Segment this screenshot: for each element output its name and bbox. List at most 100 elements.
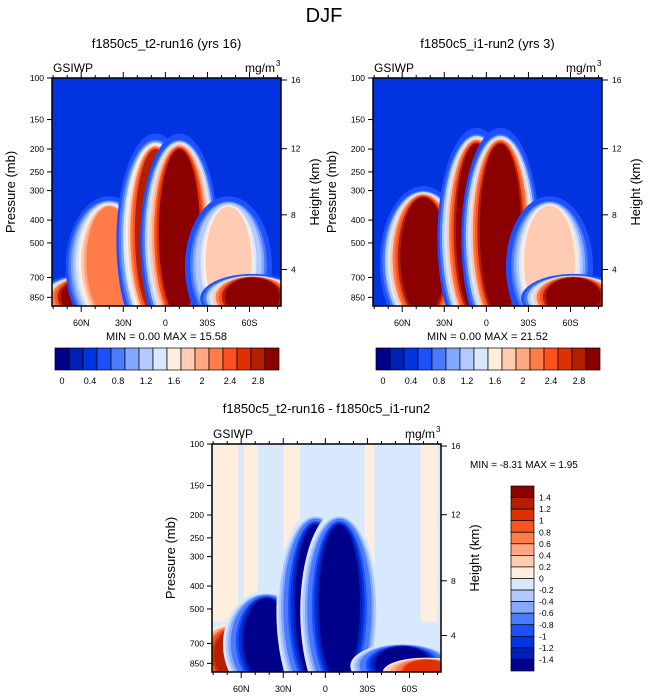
plot-frame	[51, 77, 282, 307]
colorbar-swatch	[510, 635, 535, 649]
contour-level	[318, 524, 360, 672]
colorbar-swatch	[208, 347, 224, 371]
right-tick-label: 16	[291, 75, 301, 85]
axes-top-left: f1850c5_t2-run16 (yrs 16) GSIWP mg/m 3 60N 30…	[3, 36, 322, 328]
colorbar-swatch	[82, 347, 98, 371]
right-tick-label: 16	[612, 75, 622, 85]
colorbar-swatch	[510, 578, 535, 591]
colorbar-label: 2	[199, 376, 204, 386]
plot-frame	[211, 443, 442, 673]
colorbar-swatch	[557, 347, 573, 371]
colorbar-label: 0	[539, 574, 544, 584]
units-label: mg/m	[566, 61, 596, 75]
colorbar-label: 0.8	[433, 376, 446, 386]
positive-band	[420, 444, 438, 622]
colorbar-label: 1.4	[539, 493, 551, 503]
colorbar-label: 0.6	[539, 539, 551, 549]
colorbar-swatch	[110, 347, 126, 371]
y-axis-label: Pressure (mb)	[324, 151, 339, 233]
variable-label: GSIWP	[53, 61, 93, 75]
x-tick-label: 30N	[275, 684, 292, 694]
colorbar-swatch	[138, 347, 154, 371]
y-axis-label-right: Height (km)	[628, 158, 643, 225]
colorbar-swatch	[543, 347, 559, 371]
colorbar-label: 1.2	[539, 504, 551, 514]
colorbar-swatch	[510, 659, 535, 672]
panel-title: f1850c5_t2-run16 - f1850c5_i1-run2	[223, 401, 430, 416]
colorbar-swatch	[529, 347, 545, 371]
right-tick-label: 16	[451, 441, 461, 451]
colorbar-swatch	[487, 347, 503, 371]
colorbar-label: -0.4	[539, 597, 554, 607]
contour-field	[212, 444, 441, 672]
x-tick-label: 0	[484, 318, 489, 328]
positive-band	[244, 444, 259, 622]
y-tick-label: 250	[190, 533, 204, 543]
contour-level	[403, 659, 441, 672]
right-tick-label: 8	[612, 210, 617, 220]
x-tick-label: 30S	[199, 318, 215, 328]
colorbar-swatch	[510, 624, 535, 637]
colorbar-swatch	[194, 347, 210, 371]
right-tick-label: 12	[291, 144, 301, 154]
x-tick-label: 30N	[115, 318, 132, 328]
colorbar-swatch	[124, 347, 140, 371]
colorbar-swatch	[250, 347, 266, 371]
y-tick-label: 250	[351, 167, 365, 177]
colorbar-label: 0	[59, 376, 64, 386]
right-tick-label: 12	[451, 510, 461, 520]
y-tick-label: 250	[30, 167, 44, 177]
colorbar-label: 2.4	[224, 376, 237, 386]
colorbar-label: 1.2	[140, 376, 153, 386]
colorbar: 0 0.4 0.8 1.2 1.6 2 2.4 2.8	[54, 347, 280, 386]
contour-field	[52, 78, 281, 306]
colorbar-swatch	[510, 543, 535, 556]
colorbar-swatch	[510, 508, 535, 522]
colorbar-swatch	[510, 566, 535, 579]
colorbar-label: 0.8	[539, 527, 551, 537]
colorbar-swatch	[264, 347, 280, 371]
colorbar-swatch	[68, 347, 84, 371]
colorbar-swatch	[403, 347, 419, 371]
min-max-stats: MIN = 0.00 MAX = 21.52	[427, 331, 548, 343]
colorbar-label: 1.6	[489, 376, 502, 386]
y-tick-label: 100	[30, 73, 44, 83]
colorbar-swatch	[510, 589, 535, 602]
colorbar-swatch	[222, 347, 238, 371]
colorbar-swatch	[54, 347, 70, 371]
units-superscript: 3	[436, 425, 441, 434]
colorbar-label: -1.4	[539, 654, 554, 664]
y-tick-label: 150	[30, 115, 44, 125]
colorbar-swatch	[166, 347, 182, 371]
colorbar-swatch	[510, 531, 535, 545]
y-tick-label: 200	[30, 144, 44, 154]
y-axis-label: Pressure (mb)	[163, 517, 178, 599]
x-tick-label: 0	[163, 318, 168, 328]
y-tick-label: 150	[190, 481, 204, 491]
colorbar-swatch	[510, 520, 535, 533]
right-tick-label: 4	[612, 265, 617, 275]
x-tick-label: 60N	[394, 318, 411, 328]
colorbar-swatch	[180, 347, 196, 371]
colorbar-label: 1.6	[168, 376, 181, 386]
y-tick-label: 150	[351, 115, 365, 125]
panel-title: f1850c5_t2-run16 (yrs 16)	[92, 36, 242, 51]
x-tick-label: 30S	[520, 318, 536, 328]
colorbar-swatch	[152, 347, 168, 371]
colorbar-swatch	[510, 612, 535, 626]
x-tick-label: 60N	[73, 318, 90, 328]
panel-title: f1850c5_i1-run2 (yrs 3)	[420, 36, 554, 51]
colorbar-label: -1.2	[539, 643, 554, 653]
y-tick-label: 500	[351, 238, 365, 248]
contour-level	[545, 277, 601, 306]
contour-level	[400, 197, 447, 306]
right-tick-label: 8	[451, 576, 456, 586]
colorbar-label: 2.8	[252, 376, 265, 386]
colorbar-label: 2	[520, 376, 525, 386]
y-axis-label-right: Height (km)	[467, 524, 482, 591]
y-tick-label: 700	[351, 272, 365, 282]
colorbar-swatch	[515, 347, 531, 371]
x-tick-label: 0	[323, 684, 328, 694]
units-superscript: 3	[597, 59, 602, 68]
x-tick-label: 30S	[359, 684, 375, 694]
